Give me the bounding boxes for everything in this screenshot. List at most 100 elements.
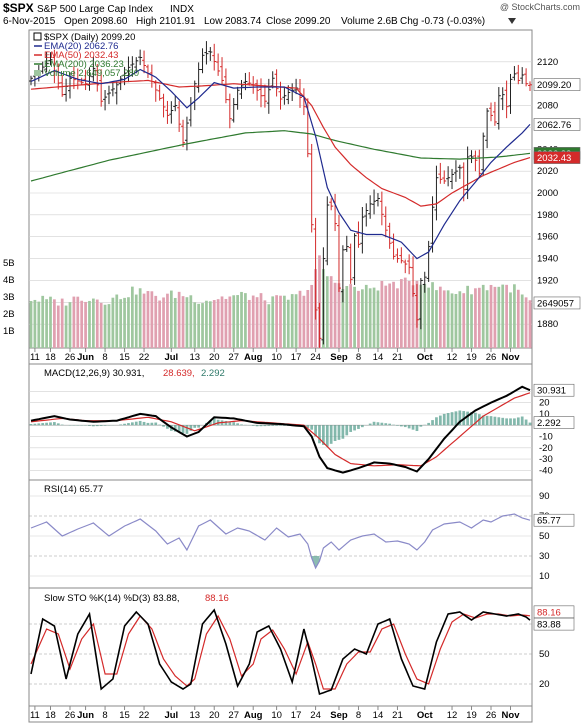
macd-histogram-bar (173, 425, 177, 432)
volume-bar (216, 299, 220, 348)
volume-bar (384, 285, 388, 348)
macd-histogram-bar (427, 422, 431, 426)
volume-bar (516, 289, 520, 348)
macd-histogram-bar (466, 411, 469, 426)
down-triangle-icon (508, 18, 516, 24)
volume-bar (41, 295, 45, 348)
xaxis-label: 8 (356, 710, 361, 721)
macd-histogram-bar (458, 410, 462, 426)
macd-histogram-bar (29, 424, 33, 426)
macd-histogram-bar (189, 425, 193, 431)
price-tick-label: 2120 (537, 57, 558, 68)
macd-histogram-bar (130, 422, 134, 426)
rsi-tick-label: 30 (539, 551, 550, 562)
volume-bar (146, 291, 150, 348)
volume-bar (197, 303, 200, 348)
volume-bar (275, 295, 278, 348)
macd-histogram-bar (481, 415, 485, 426)
stochastic-panel (28, 587, 533, 707)
xaxis-label: 15 (119, 710, 130, 721)
ema20-line (30, 68, 531, 260)
macd-histogram-bar (435, 417, 438, 426)
xaxis-strip-bottom (28, 705, 533, 723)
volume-bar (189, 295, 193, 348)
volume-tick-label: 2B (3, 309, 15, 320)
macd-histogram-bar (232, 422, 236, 426)
last-value-tag (533, 151, 581, 164)
macd-histogram-bar (212, 418, 216, 426)
volume-bar (123, 297, 126, 348)
ema20-legend-text: EMA(20) 2062.76 (44, 41, 118, 52)
volume-tick-label: 4B (3, 275, 15, 286)
macd-histogram-bar (454, 411, 458, 426)
macd-histogram-bar (345, 425, 349, 436)
stochastic-value-text: 88.16 (537, 607, 561, 618)
xaxis-label: 18 (45, 710, 56, 721)
xaxis-label: 18 (45, 352, 56, 363)
volume-bar (333, 282, 337, 348)
macd-histogram-bar (103, 425, 107, 426)
macd-histogram-bar (470, 412, 473, 426)
volume-bar (325, 276, 329, 348)
volume-bar (477, 287, 481, 348)
xaxis-label: Jun (77, 710, 94, 721)
volume-bar (68, 302, 72, 348)
volume-bar (84, 301, 87, 348)
volume-bar (493, 286, 497, 348)
volume-bar (49, 296, 52, 348)
volume-bar (166, 293, 169, 348)
macd-histogram-bar (123, 423, 126, 426)
volume-bar (45, 299, 48, 348)
macd-histogram-bar (53, 422, 56, 426)
macd-histogram-bar (357, 425, 360, 429)
xaxis-label: 13 (189, 710, 200, 721)
volume-bar (407, 280, 411, 348)
volume-bar (92, 298, 95, 348)
volume-bar (364, 284, 368, 348)
macd-histogram-bar (279, 425, 282, 426)
macd-histogram-bar (513, 418, 516, 426)
macd-histogram-bar (271, 425, 275, 426)
volume-bar (158, 300, 162, 348)
macd-histogram-bar (263, 425, 267, 427)
xaxis-label: 10 (271, 352, 282, 363)
macd-tick-label: -10 (539, 431, 553, 442)
xaxis-label: 19 (466, 352, 477, 363)
macd-histogram-bar (158, 424, 162, 426)
last-value-tag (533, 118, 581, 131)
price-tick-label: 1960 (537, 232, 558, 243)
volume-bar (228, 296, 232, 348)
volume-bar (173, 297, 177, 348)
volume-bar (396, 288, 399, 348)
macd-histogram-bar (497, 417, 501, 426)
volume-bar (142, 293, 146, 348)
macd-histogram-bar (505, 418, 508, 426)
volume-bar (431, 282, 434, 348)
histogram-legend-text: 2.292 (201, 368, 225, 379)
macd-histogram-bar (322, 425, 325, 445)
macd-histogram-bar (306, 425, 310, 428)
volume-bar (212, 300, 216, 348)
volume-bar (290, 294, 294, 348)
volume-bar (138, 288, 142, 348)
macd-histogram-bar (407, 425, 411, 429)
macd-histogram-bar (60, 424, 64, 426)
xaxis-label: 27 (228, 352, 239, 363)
volume-bar (513, 284, 516, 348)
volume-bar (489, 284, 493, 348)
macd-histogram-bar (349, 425, 353, 432)
volume-bar (302, 295, 306, 348)
xaxis-label: 22 (139, 352, 150, 363)
price-legend-text: $SPX (Daily) 2099.20 (44, 32, 135, 43)
volume-bar (177, 291, 181, 348)
volume-bar (111, 297, 115, 348)
volume-bar (318, 255, 321, 348)
volume-bar (271, 296, 275, 348)
xaxis-label: 24 (310, 710, 321, 721)
macd-histogram-bar (119, 424, 123, 426)
stochastic-legend: Slow STO %K(14) %D(3) 83.88, 88.16 (44, 593, 229, 604)
volume-bar (376, 290, 380, 348)
macd-histogram-bar (501, 417, 505, 426)
